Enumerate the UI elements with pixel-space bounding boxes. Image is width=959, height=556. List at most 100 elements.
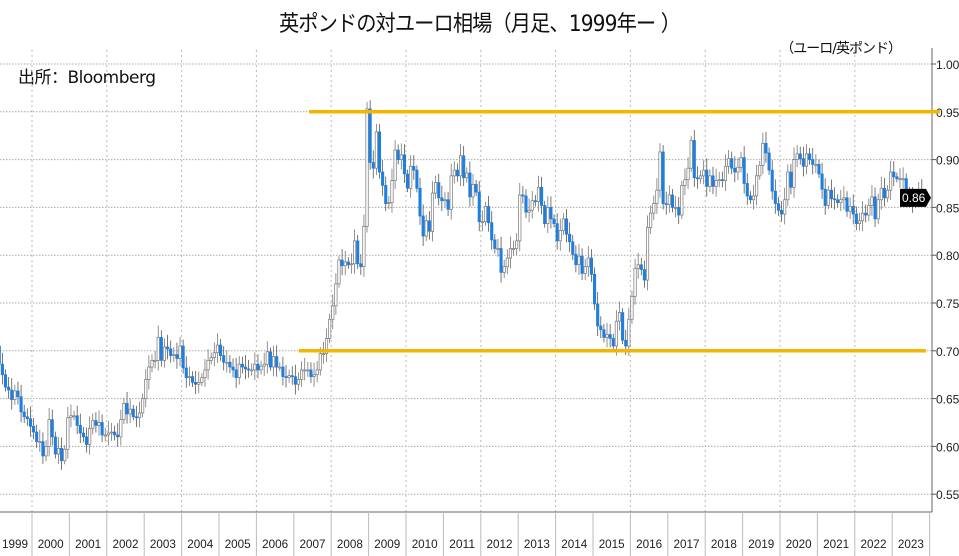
candle bbox=[692, 129, 696, 187]
candle bbox=[885, 185, 890, 203]
candle-body bbox=[412, 165, 416, 171]
candle-body bbox=[901, 178, 905, 181]
candle bbox=[861, 201, 865, 232]
candle-body bbox=[861, 212, 865, 222]
candle bbox=[736, 157, 740, 181]
candle bbox=[240, 356, 244, 374]
candle-body bbox=[159, 337, 163, 361]
candle-body bbox=[714, 180, 718, 187]
candle bbox=[3, 369, 8, 392]
candle bbox=[540, 176, 544, 215]
candle bbox=[527, 198, 531, 223]
candle-body bbox=[571, 241, 575, 255]
candle bbox=[365, 101, 369, 233]
candle-body bbox=[75, 415, 79, 426]
candle bbox=[25, 408, 29, 426]
candle-body bbox=[820, 173, 824, 190]
candle-body bbox=[418, 187, 422, 217]
candle-body bbox=[533, 200, 537, 203]
candle bbox=[427, 211, 431, 240]
candle-body bbox=[194, 381, 198, 385]
candle-body bbox=[406, 173, 410, 189]
candle bbox=[458, 143, 463, 187]
candle bbox=[293, 364, 297, 395]
candle bbox=[487, 196, 491, 232]
candle bbox=[103, 427, 107, 442]
candle-body bbox=[169, 348, 173, 356]
candle bbox=[577, 244, 581, 276]
candle bbox=[349, 253, 354, 274]
candle-body bbox=[692, 140, 696, 179]
candle bbox=[633, 258, 637, 305]
candle-body bbox=[730, 158, 734, 169]
candle-body bbox=[290, 375, 294, 378]
candle-body bbox=[502, 266, 506, 273]
candle bbox=[412, 155, 416, 180]
candle bbox=[91, 413, 95, 435]
candle bbox=[808, 147, 812, 165]
candle bbox=[203, 359, 207, 387]
candle-body bbox=[733, 167, 737, 173]
candle-body bbox=[281, 366, 285, 377]
candle-body bbox=[390, 180, 394, 203]
candle-body bbox=[711, 175, 715, 187]
candle-body bbox=[356, 240, 360, 265]
candle-body bbox=[792, 159, 796, 188]
candle bbox=[776, 196, 780, 216]
candle bbox=[645, 215, 650, 291]
candle bbox=[268, 347, 272, 371]
candle bbox=[56, 436, 61, 464]
candle-body bbox=[854, 213, 858, 225]
candle bbox=[524, 189, 528, 219]
y-tick-label: 0.85 bbox=[936, 201, 959, 215]
candle-body bbox=[181, 345, 185, 369]
candle bbox=[521, 186, 525, 204]
candle-body bbox=[627, 318, 631, 347]
candle bbox=[296, 372, 301, 391]
candle-body bbox=[823, 188, 827, 206]
candle bbox=[661, 145, 665, 210]
candle-body bbox=[119, 419, 123, 438]
x-tick-label: 2010 bbox=[412, 537, 438, 551]
candle-body bbox=[434, 182, 438, 194]
candle-body bbox=[770, 169, 774, 192]
candle-body bbox=[789, 171, 793, 188]
candle bbox=[583, 258, 587, 281]
candle-body bbox=[817, 164, 821, 175]
candle bbox=[128, 398, 132, 424]
candle-body bbox=[100, 422, 104, 436]
candle bbox=[789, 163, 793, 195]
candle bbox=[353, 229, 357, 274]
candle bbox=[758, 160, 762, 180]
candle-body bbox=[303, 369, 307, 372]
candle-body bbox=[256, 363, 260, 371]
candle-body bbox=[804, 153, 809, 167]
candle bbox=[346, 257, 350, 269]
candle bbox=[399, 143, 403, 170]
candle bbox=[636, 252, 640, 279]
candle bbox=[708, 169, 712, 193]
candle bbox=[415, 165, 419, 193]
candle-body bbox=[895, 176, 899, 180]
candle-body bbox=[374, 131, 378, 169]
candle bbox=[677, 197, 681, 224]
candle-body bbox=[621, 312, 625, 341]
candle-body bbox=[605, 334, 609, 338]
candle-body bbox=[381, 171, 385, 186]
candle-body bbox=[215, 344, 219, 354]
candle-body bbox=[842, 197, 846, 201]
candle bbox=[41, 432, 45, 464]
candle-body bbox=[832, 198, 837, 201]
candle-body bbox=[384, 185, 388, 204]
candle-body bbox=[493, 239, 497, 249]
candle-body bbox=[106, 432, 110, 436]
candle bbox=[820, 162, 824, 199]
candle-body bbox=[630, 295, 634, 320]
candle-body bbox=[889, 171, 893, 191]
x-tick-label: 2014 bbox=[561, 537, 587, 551]
candle-body bbox=[505, 257, 509, 268]
candle bbox=[328, 313, 332, 344]
candle-body bbox=[28, 418, 32, 427]
candle-body bbox=[458, 155, 463, 177]
candle-body bbox=[867, 205, 871, 216]
